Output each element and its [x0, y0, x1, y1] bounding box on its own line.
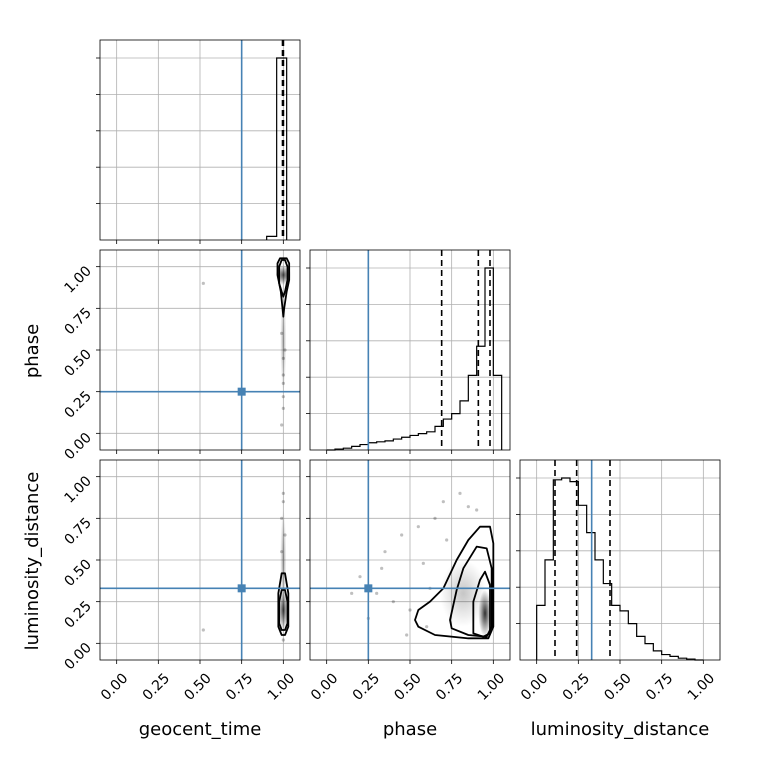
pair-geocent-time-vs-luminosity-distance-scatter-point-5 [281, 491, 285, 495]
pair-geocent-time-vs-luminosity-distance-xtick-label-3: 0.75 [223, 670, 256, 703]
pair-phase-vs-luminosity-distance-scatter-point-8 [391, 600, 395, 604]
pair-phase-vs-luminosity-distance-xtick-label-2: 0.50 [391, 670, 424, 703]
pair-geocent-time-vs-luminosity-distance-density-region-1 [280, 510, 287, 610]
x-axis-label-geocent-time: geocent_time [139, 719, 262, 740]
pair-phase-vs-luminosity-distance-scatter-point-12 [466, 505, 470, 509]
pair-geocent-time-vs-phase-ytick-label-2: 0.50 [61, 347, 94, 380]
pair-geocent-time-vs-luminosity-distance-xtick-label-2: 0.50 [181, 670, 214, 703]
pair-geocent-time-vs-luminosity-distance-xtick-label-1: 0.25 [140, 670, 173, 703]
pair-phase-vs-luminosity-distance-scatter-point-18 [405, 633, 409, 637]
y-axis-label-luminosity-distance: luminosity_distance [22, 472, 43, 651]
pair-phase-vs-luminosity-distance-scatter-point-17 [380, 566, 384, 570]
pair-geocent-time-vs-luminosity-distance-scatter-point-0 [281, 500, 285, 504]
pair-geocent-time-vs-phase-ytick-label-1: 0.25 [61, 388, 94, 421]
hist-luminosity-distance-xtick-label-4: 1.00 [685, 670, 718, 703]
pair-geocent-time-vs-phase-scatter-point-1 [281, 406, 285, 410]
hist-luminosity-distance-step-line [536, 477, 704, 661]
hist-luminosity-distance-xtick-label-0: 0.00 [518, 670, 551, 703]
pair-geocent-time-vs-luminosity-distance-xtick-label-4: 1.00 [265, 670, 298, 703]
pair-geocent-time-vs-phase-scatter-point-6 [281, 395, 285, 399]
pair-phase-vs-luminosity-distance-scatter-point-6 [433, 516, 437, 520]
pair-phase-vs-luminosity-distance-scatter-point-10 [358, 575, 362, 579]
pair-phase-vs-luminosity-distance-xtick-label-0: 0.00 [308, 670, 341, 703]
pair-phase-vs-luminosity-distance-xtick-label-4: 1.00 [475, 670, 508, 703]
pair-geocent-time-vs-phase-contour-1 [276, 257, 291, 318]
pair-phase-vs-luminosity-distance-scatter-point-7 [441, 500, 445, 504]
pair-phase-vs-luminosity-distance-truth-marker [364, 584, 373, 593]
pair-phase-vs-luminosity-distance-scatter-point-3 [408, 608, 412, 612]
pair-phase-vs-luminosity-distance-contour-2 [414, 525, 495, 640]
pair-phase-vs-luminosity-distance-scatter-point-5 [425, 625, 429, 629]
hist-luminosity-distance-xtick-label-1: 0.25 [560, 670, 593, 703]
pair-geocent-time-vs-phase-ytick-label-4: 1.00 [61, 263, 94, 296]
pair-geocent-time-vs-phase-scatter-point-2 [280, 423, 284, 427]
pair-phase-vs-luminosity-distance-scatter-point-1 [383, 550, 387, 554]
pair-geocent-time-vs-phase-ytick-label-0: 0.00 [61, 430, 94, 463]
y-axis-label-phase: phase [22, 324, 43, 378]
pair-geocent-time-vs-phase-ytick-label-3: 0.75 [61, 305, 94, 338]
x-axis-label-phase: phase [383, 719, 437, 740]
x-axis-label-luminosity-distance: luminosity_distance [531, 719, 710, 740]
hist-luminosity-distance-xtick-label-3: 0.75 [643, 670, 676, 703]
pair-phase-vs-luminosity-distance-scatter-point-2 [400, 533, 404, 537]
pair-geocent-time-vs-luminosity-distance-ytick-label-1: 0.25 [61, 598, 94, 631]
hist-phase-step-line [326, 267, 503, 451]
hist-geocent-time-step-line [266, 57, 288, 240]
pair-phase-vs-luminosity-distance-scatter-point-11 [458, 491, 462, 495]
pair-phase-vs-luminosity-distance-xtick-label-3: 0.75 [433, 670, 466, 703]
pair-phase-vs-luminosity-distance-scatter-point-13 [475, 508, 479, 512]
pair-phase-vs-luminosity-distance-contour-1 [449, 545, 493, 638]
pair-geocent-time-vs-luminosity-distance-scatter-point-4 [201, 628, 205, 632]
pair-phase-vs-luminosity-distance-xtick-label-1: 0.25 [350, 670, 383, 703]
pair-phase-vs-luminosity-distance-scatter-point-0 [375, 591, 379, 595]
pair-geocent-time-vs-luminosity-distance-scatter-point-3 [281, 638, 285, 642]
pair-geocent-time-vs-luminosity-distance-ytick-label-0: 0.00 [61, 640, 94, 673]
pair-phase-vs-luminosity-distance-scatter-point-16 [445, 538, 449, 542]
pair-geocent-time-vs-phase-scatter-point-5 [201, 281, 205, 285]
pair-geocent-time-vs-luminosity-distance-contour-1 [277, 572, 290, 636]
pair-phase-vs-luminosity-distance-scatter-point-15 [421, 561, 425, 565]
pair-geocent-time-vs-phase-truth-marker [237, 387, 246, 396]
pair-geocent-time-vs-luminosity-distance-ytick-label-2: 0.50 [61, 557, 94, 590]
pair-geocent-time-vs-luminosity-distance-ytick-label-4: 1.00 [61, 473, 94, 506]
pair-phase-vs-luminosity-distance-scatter-point-14 [350, 591, 354, 595]
pair-geocent-time-vs-phase-contour-0 [278, 259, 289, 298]
pair-geocent-time-vs-phase-density-region-1 [280, 291, 287, 392]
pair-geocent-time-vs-luminosity-distance-ytick-label-3: 0.75 [61, 515, 94, 548]
pair-geocent-time-vs-luminosity-distance-xtick-label-0: 0.00 [98, 670, 131, 703]
pair-phase-vs-luminosity-distance-scatter-point-4 [416, 525, 420, 529]
pair-geocent-time-vs-luminosity-distance-truth-marker [237, 584, 246, 593]
hist-luminosity-distance-xtick-label-2: 0.50 [601, 670, 634, 703]
plot-content-layer: 0.00 0.25 0.50 0.75 1.000.000.250.500.751.00… [61, 39, 721, 704]
